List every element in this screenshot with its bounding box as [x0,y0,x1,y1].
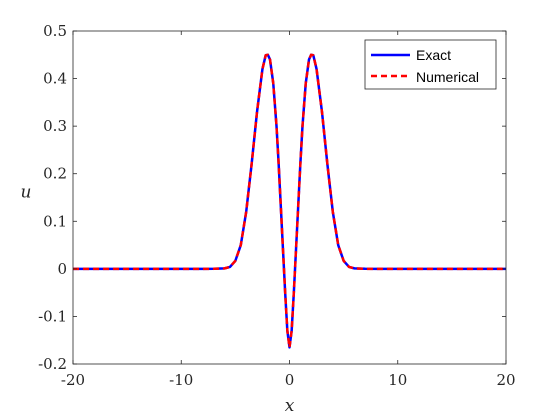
legend-box [364,39,497,90]
x-tick-label: -10 [169,371,193,389]
legend-label-exact: Exact [416,47,451,63]
y-tick-label: -0.2 [38,355,67,373]
legend-label-numerical: Numerical [416,69,479,85]
y-tick-label: -0.1 [38,307,67,325]
x-tick-label: 0 [285,371,295,389]
x-tick-label: -20 [61,371,85,389]
legend: Exact Numerical [364,39,497,90]
y-tick-label: 0.4 [43,70,67,88]
x-tick-label: 10 [388,371,407,389]
x-axis-label: x [285,396,295,416]
x-tick-label: 20 [496,371,515,389]
y-tick-label: 0.5 [43,22,67,40]
series-line-numerical [73,53,506,349]
y-tick-label: 0 [57,260,67,278]
y-tick-label: 0.2 [43,165,67,183]
y-tick-label: 0.1 [43,212,67,230]
y-axis-label: u [21,183,32,203]
y-tick-label: 0.3 [43,117,67,135]
